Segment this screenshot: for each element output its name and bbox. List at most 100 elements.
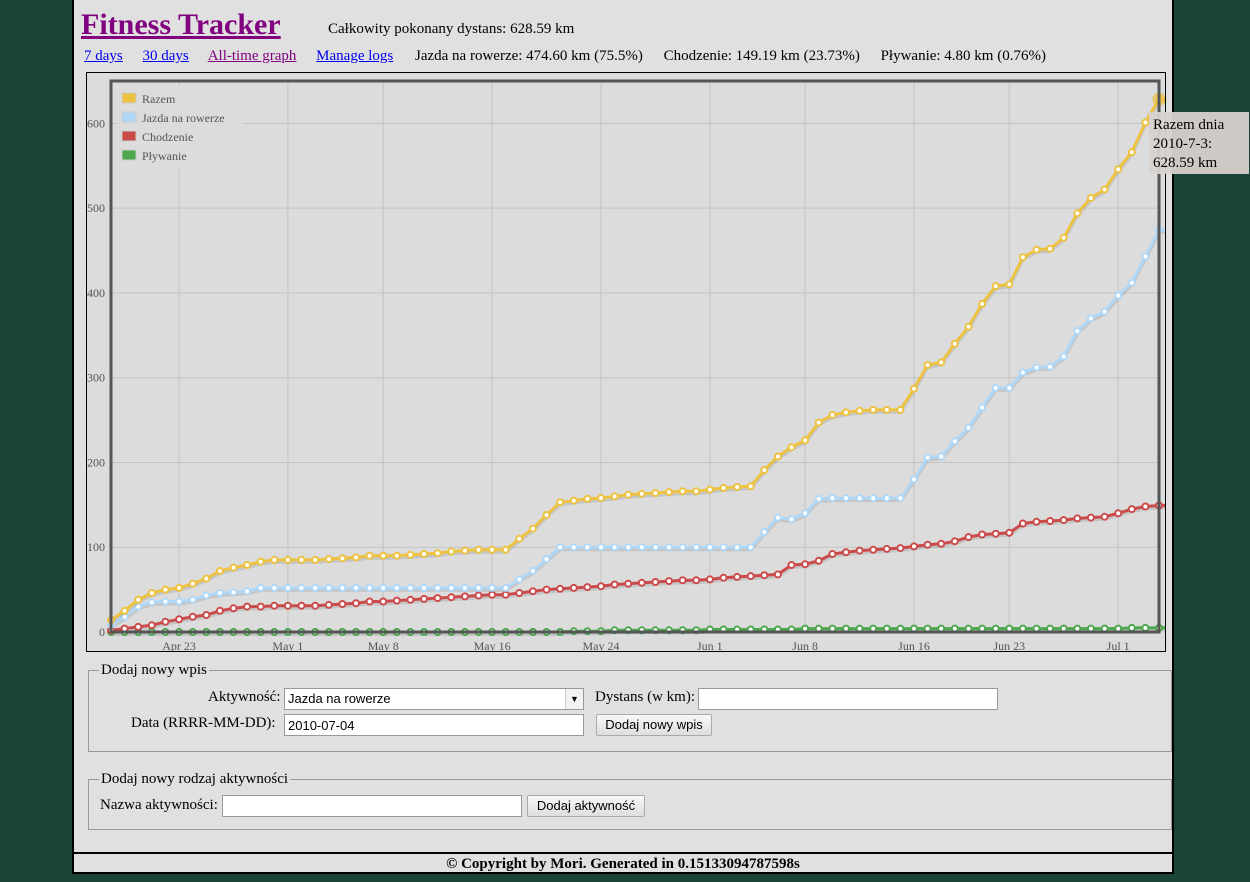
data-point xyxy=(188,579,197,588)
data-point xyxy=(760,571,769,580)
y-tick-label: 300 xyxy=(87,371,105,385)
x-tick-label: May 16 xyxy=(474,639,511,651)
data-point xyxy=(1005,280,1014,289)
data-point xyxy=(610,492,619,501)
fitness-chart[interactable]: Apr 23 May 1 May 8 May 16 May 24 Jun 1 Jun 8 Ju… xyxy=(87,73,1165,651)
data-point xyxy=(991,282,1000,291)
data-point xyxy=(488,590,497,599)
data-point xyxy=(447,593,456,602)
data-point xyxy=(365,597,374,606)
data-point xyxy=(1018,519,1027,528)
data-point xyxy=(175,615,184,624)
data-point xyxy=(229,604,238,613)
data-point xyxy=(1018,368,1027,377)
activity-select-value: Jazda na rowerze xyxy=(288,691,391,706)
data-point xyxy=(243,602,252,611)
data-point xyxy=(978,299,987,308)
data-point xyxy=(1059,352,1068,361)
data-point xyxy=(637,543,646,552)
data-point xyxy=(556,584,565,593)
nav-manage-logs-link[interactable]: Manage logs xyxy=(316,48,394,64)
data-point xyxy=(338,600,347,608)
data-point xyxy=(1059,516,1068,525)
data-point xyxy=(352,553,360,562)
tooltip-line-3: 628.59 km xyxy=(1153,155,1218,171)
data-point xyxy=(474,591,483,600)
data-point xyxy=(270,583,279,592)
data-point xyxy=(515,575,524,584)
data-point xyxy=(392,583,401,592)
nav-bar: 7 days 30 days All-time graph Manage log… xyxy=(84,48,1061,65)
data-point xyxy=(1086,513,1095,522)
data-point xyxy=(420,583,428,592)
add-entry-legend: Dodaj nowy wpis xyxy=(101,662,207,678)
data-point xyxy=(746,543,755,552)
data-point xyxy=(311,601,320,610)
data-point xyxy=(297,583,306,592)
chart-tooltip: Razem dnia 2010-7-3: 628.59 km xyxy=(1149,112,1249,174)
data-point xyxy=(324,583,333,592)
data-point xyxy=(1005,528,1014,537)
chevron-down-icon[interactable]: ▼ xyxy=(565,689,583,709)
data-point xyxy=(515,534,524,543)
data-point xyxy=(215,589,224,597)
chart-frame[interactable]: Apr 23 May 1 May 8 May 16 May 24 Jun 1 Jun 8 Ju… xyxy=(86,72,1166,652)
nav-30-days-link[interactable]: 30 days xyxy=(142,48,189,64)
data-point xyxy=(760,466,769,475)
data-point xyxy=(188,612,197,621)
nav-7-days-link[interactable]: 7 days xyxy=(84,48,123,64)
plot-area xyxy=(111,81,1159,632)
data-point xyxy=(256,557,265,566)
add-activity-button[interactable]: Dodaj aktywność xyxy=(527,795,645,817)
data-point xyxy=(882,544,891,553)
data-point xyxy=(161,585,170,594)
legend-label: Razem xyxy=(142,92,176,106)
data-point xyxy=(869,545,878,554)
data-point xyxy=(1127,623,1136,632)
data-point xyxy=(665,543,673,552)
data-point xyxy=(665,577,673,586)
data-point xyxy=(1114,291,1123,300)
data-point xyxy=(678,543,687,552)
data-point xyxy=(719,543,728,552)
data-point xyxy=(842,548,850,557)
page-container: Fitness Tracker Całkowity pokonany dysta… xyxy=(72,0,1249,874)
data-point xyxy=(556,543,565,552)
data-point xyxy=(406,595,415,604)
nav-all-time-graph-link[interactable]: All-time graph xyxy=(207,48,297,64)
data-point xyxy=(828,411,837,419)
data-point xyxy=(1141,118,1150,127)
data-point xyxy=(202,611,211,619)
data-point xyxy=(528,524,537,533)
data-point xyxy=(583,543,592,552)
legend-swatch xyxy=(121,130,137,142)
data-point xyxy=(352,583,360,592)
data-point xyxy=(787,561,796,569)
data-point xyxy=(719,483,728,492)
plot-border xyxy=(109,79,1161,634)
data-point xyxy=(637,489,646,498)
app-title[interactable]: Fitness Tracker xyxy=(81,8,281,41)
data-point xyxy=(229,563,238,572)
add-activity-fieldset: Dodaj nowy rodzaj aktywności xyxy=(88,771,1172,830)
data-point xyxy=(528,587,537,596)
data-point xyxy=(379,583,388,592)
data-point xyxy=(283,555,292,564)
activity-select[interactable]: Jazda na rowerze ▼ xyxy=(284,688,584,710)
data-point xyxy=(583,494,592,503)
data-point xyxy=(733,483,742,491)
data-point xyxy=(365,583,374,592)
x-tick-label: Jun 16 xyxy=(898,639,930,651)
data-point xyxy=(161,597,170,606)
x-tick-label: Jul 1 xyxy=(1107,639,1130,651)
data-point xyxy=(433,594,442,603)
add-entry-button[interactable]: Dodaj nowy wpis xyxy=(596,714,712,736)
date-input[interactable] xyxy=(284,714,584,736)
data-point xyxy=(950,437,959,446)
data-point xyxy=(651,489,660,497)
distance-input[interactable] xyxy=(698,688,998,710)
activity-name-input[interactable] xyxy=(222,795,522,817)
legend-swatch xyxy=(121,111,137,123)
data-point xyxy=(338,583,347,592)
data-point xyxy=(1100,307,1109,316)
